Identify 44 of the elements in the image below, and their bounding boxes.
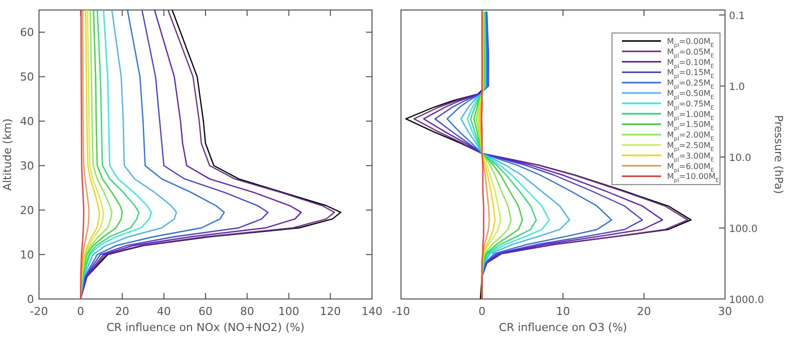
x-tick-label: 60 bbox=[198, 305, 212, 318]
x-tick-label: 140 bbox=[362, 305, 382, 318]
y-tick-label: 40 bbox=[20, 115, 34, 128]
y-tick-label: 0 bbox=[27, 293, 34, 306]
x-tick-label: 120 bbox=[320, 305, 341, 318]
y-tick-label: 60 bbox=[20, 26, 34, 40]
y-tick-label: 30 bbox=[20, 160, 34, 173]
y2-tick-label: 1000.0 bbox=[729, 295, 764, 306]
legend-label: M$_{pl}$=0.00M$_{E}$ bbox=[667, 37, 714, 49]
legend-label: M$_{pl}$=0.10M$_{E}$ bbox=[667, 58, 714, 70]
legend-label: M$_{pl}$=1.50M$_{E}$ bbox=[667, 120, 714, 132]
y-axis-title: Altitude (km) bbox=[1, 118, 14, 191]
x-axis-title: CR influence on NOx (NO+NO2) (%) bbox=[106, 321, 304, 334]
legend-label: M$_{pl}$=10.00M$_{E}$ bbox=[667, 172, 720, 184]
x-tick-label: 100 bbox=[278, 305, 300, 318]
y-tick-label: 50 bbox=[20, 70, 34, 84]
x-tick-label: 20 bbox=[115, 305, 130, 318]
legend-label: M$_{pl}$=1.00M$_{E}$ bbox=[667, 110, 714, 122]
y2-tick-label: 1.0 bbox=[729, 82, 745, 94]
x-tick-label: 40 bbox=[156, 305, 171, 318]
x-tick-label: 10 bbox=[556, 305, 570, 318]
x-tick-label: 0 bbox=[478, 305, 486, 318]
legend-label: M$_{pl}$=3.00M$_{E}$ bbox=[667, 151, 714, 164]
y2-axis-title: Pressure (hPa) bbox=[772, 115, 785, 194]
x-tick-label: -10 bbox=[392, 305, 410, 318]
x-tick-label: 0 bbox=[77, 305, 84, 318]
y2-tick-label: 10.0 bbox=[729, 153, 752, 164]
legend-label: M$_{pl}$=0.25M$_{E}$ bbox=[667, 78, 714, 91]
legend-label: M$_{pl}$=2.50M$_{E}$ bbox=[667, 141, 714, 153]
legend-label: M$_{pl}$=6.00M$_{E}$ bbox=[667, 162, 714, 174]
x-tick-label: -20 bbox=[30, 305, 48, 318]
y-tick-label: 20 bbox=[20, 204, 34, 218]
y2-tick-label: 0.1 bbox=[729, 11, 745, 22]
legend-label: M$_{pl}$=0.75M$_{E}$ bbox=[667, 99, 714, 112]
x-tick-label: 30 bbox=[718, 305, 732, 318]
y-tick-label: 10 bbox=[20, 248, 34, 262]
legend-label: M$_{pl}$=0.50M$_{E}$ bbox=[667, 89, 714, 101]
x-axis-title: CR influence on O3 (%) bbox=[498, 321, 628, 334]
legend-label: M$_{pl}$=0.15M$_{E}$ bbox=[667, 68, 714, 80]
y2-tick-label: 100.0 bbox=[729, 224, 758, 236]
x-tick-label: 20 bbox=[637, 305, 651, 318]
x-tick-label: 80 bbox=[240, 305, 254, 318]
legend-label: M$_{pl}$=2.00M$_{E}$ bbox=[667, 130, 714, 143]
legend-label: M$_{pl}$=0.05M$_{E}$ bbox=[667, 47, 714, 60]
